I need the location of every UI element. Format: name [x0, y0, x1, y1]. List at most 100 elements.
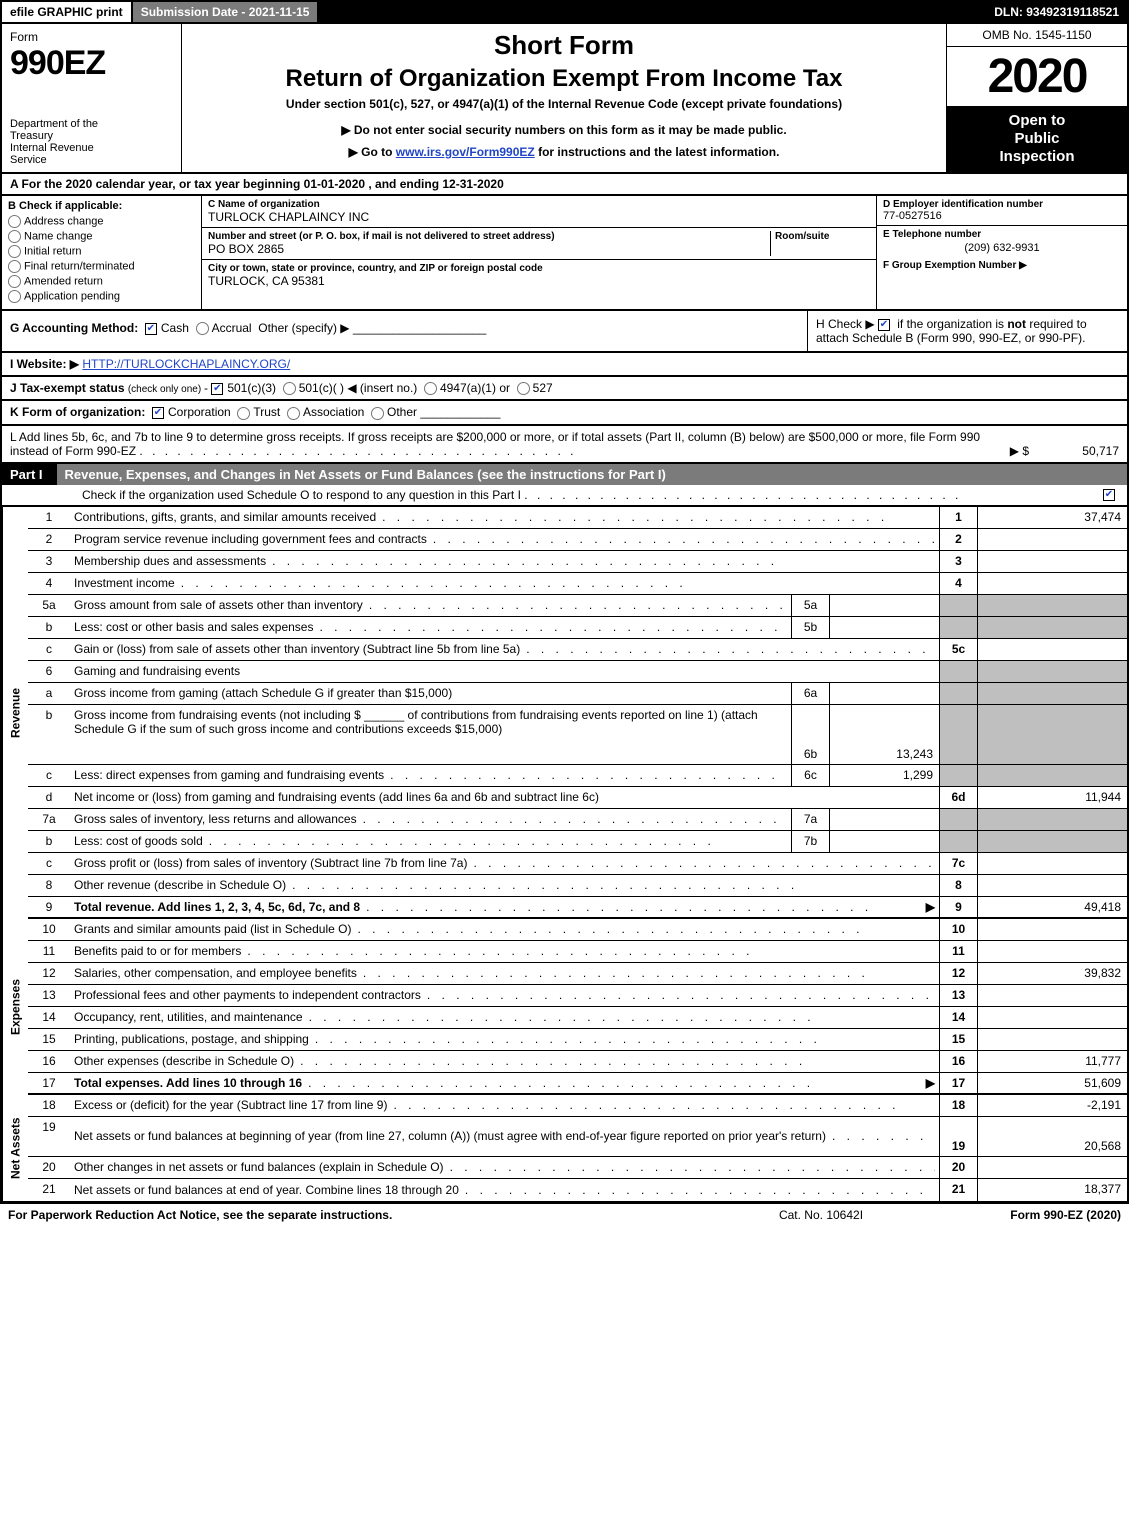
efile-print-button[interactable]: efile GRAPHIC print	[2, 2, 131, 22]
l3-num: 3	[28, 551, 70, 572]
l20-no: 20	[939, 1157, 977, 1178]
l5b-shade-v	[977, 617, 1127, 638]
l3-desc: Membership dues and assessments	[74, 554, 266, 568]
chk-4947[interactable]	[424, 382, 437, 395]
chk-name-change[interactable]: Name change	[8, 230, 195, 243]
chk-assoc[interactable]	[287, 407, 300, 420]
chk-cash[interactable]: ✔	[145, 323, 157, 335]
l6a-sv	[829, 683, 939, 704]
l6d-num: d	[28, 787, 70, 808]
l2-val	[977, 529, 1127, 550]
section-b: B Check if applicable: Address change Na…	[2, 196, 202, 309]
l2-num: 2	[28, 529, 70, 550]
c-street-cell: Number and street (or P. O. box, if mail…	[202, 228, 876, 260]
line-7a: 7a Gross sales of inventory, less return…	[28, 809, 1127, 831]
l10-num: 10	[28, 919, 70, 940]
l20-desc: Other changes in net assets or fund bala…	[74, 1160, 444, 1174]
form-number: 990EZ	[10, 44, 173, 83]
chk-initial-return[interactable]: Initial return	[8, 245, 195, 258]
l7a-shade-v	[977, 809, 1127, 830]
l15-val	[977, 1029, 1127, 1050]
chk-501c[interactable]	[283, 382, 296, 395]
dln: DLN: 93492319118521	[986, 2, 1127, 22]
l7c-no: 7c	[939, 853, 977, 874]
revenue-section: Revenue 1 Contributions, gifts, grants, …	[0, 507, 1129, 919]
dots: . . . . . . . . . . . . . . . . . . . . …	[387, 1098, 935, 1112]
l13-desc: Professional fees and other payments to …	[74, 988, 421, 1002]
dots: . . . . . . . . . . . . . . . . . . . . …	[241, 944, 935, 958]
line-6a: a Gross income from gaming (attach Sched…	[28, 683, 1127, 705]
chk-corp[interactable]: ✔	[152, 407, 164, 419]
chk-h[interactable]: ✔	[878, 319, 890, 331]
chk-application-pending[interactable]: Application pending	[8, 290, 195, 303]
l18-val: -2,191	[977, 1095, 1127, 1116]
l6c-shade	[939, 765, 977, 786]
line-6: 6 Gaming and fundraising events	[28, 661, 1127, 683]
c-city-cell: City or town, state or province, country…	[202, 260, 876, 291]
chk-527[interactable]	[517, 382, 530, 395]
chk-address-change[interactable]: Address change	[8, 215, 195, 228]
short-form-title: Short Form	[192, 30, 936, 61]
line-5c: c Gain or (loss) from sale of assets oth…	[28, 639, 1127, 661]
dots: . . . . . . . . . . . . . . . . . . . . …	[376, 510, 935, 524]
form-subtitle: Under section 501(c), 527, or 4947(a)(1)…	[192, 97, 936, 111]
l12-num: 12	[28, 963, 70, 984]
f-label: F Group Exemption Number ▶	[883, 260, 1121, 271]
dots: . . . . . . . . . . . . . . . . . . . . …	[266, 554, 935, 568]
line-5a: 5a Gross amount from sale of assets othe…	[28, 595, 1127, 617]
dots: . . . . . . . . . . . . . . . . . . . . …	[384, 768, 787, 782]
irs-link[interactable]: www.irs.gov/Form990EZ	[396, 145, 535, 159]
chk-schedule-o[interactable]: ✔	[1103, 489, 1115, 501]
l16-val: 11,777	[977, 1051, 1127, 1072]
h-text1: H Check ▶	[816, 317, 875, 331]
chk-amended-return[interactable]: Amended return	[8, 275, 195, 288]
footer-form-ref: Form 990-EZ (2020)	[921, 1208, 1121, 1222]
chk-accrual[interactable]	[196, 322, 209, 335]
l14-num: 14	[28, 1007, 70, 1028]
header-left: Form 990EZ Department of theTreasuryInte…	[2, 24, 182, 172]
line-6b: b Gross income from fundraising events (…	[28, 705, 1127, 765]
l6d-val: 11,944	[977, 787, 1127, 808]
l7b-num: b	[28, 831, 70, 852]
l12-val: 39,832	[977, 963, 1127, 984]
chk-trust[interactable]	[237, 407, 250, 420]
chk-final-return[interactable]: Final return/terminated	[8, 260, 195, 273]
j-small: (check only one)	[128, 384, 204, 395]
submission-date: Submission Date - 2021-11-15	[131, 2, 320, 22]
line-4: 4 Investment income. . . . . . . . . . .…	[28, 573, 1127, 595]
website-link[interactable]: HTTP://TURLOCKCHAPLAINCY.ORG/	[82, 357, 290, 371]
l-arrow: ▶ $	[1010, 444, 1029, 458]
dots: . . . . . . . . . . . . . . . . . . . . …	[286, 878, 935, 892]
goto-post: for instructions and the latest informat…	[535, 145, 780, 159]
section-bcdef: B Check if applicable: Address change Na…	[0, 196, 1129, 311]
line-20: 20 Other changes in net assets or fund b…	[28, 1157, 1127, 1179]
revenue-sidelabel: Revenue	[2, 507, 28, 919]
c-name-label: C Name of organization	[208, 199, 870, 210]
l6b-shade-v	[977, 705, 1127, 764]
l11-num: 11	[28, 941, 70, 962]
dots: . . . . . . . . . . . . . . . . . . . . …	[826, 1129, 935, 1143]
l9-val: 49,418	[977, 897, 1127, 917]
form-title: Return of Organization Exempt From Incom…	[192, 65, 936, 93]
l7a-shade	[939, 809, 977, 830]
l8-no: 8	[939, 875, 977, 896]
tax-year: 2020	[947, 47, 1127, 106]
e-label: E Telephone number	[883, 229, 1121, 240]
l12-desc: Salaries, other compensation, and employ…	[74, 966, 357, 980]
l5b-desc: Less: cost or other basis and sales expe…	[74, 620, 313, 634]
chk-501c3[interactable]: ✔	[211, 383, 223, 395]
l18-num: 18	[28, 1095, 70, 1116]
g-accounting-method: G Accounting Method: ✔Cash Accrual Other…	[2, 311, 807, 351]
l6c-num: c	[28, 765, 70, 786]
chk-other[interactable]	[371, 407, 384, 420]
l13-val	[977, 985, 1127, 1006]
c-name-cell: C Name of organization TURLOCK CHAPLAINC…	[202, 196, 876, 228]
d-ein: D Employer identification number 77-0527…	[877, 196, 1127, 226]
telephone-value: (209) 632-9931	[883, 242, 1121, 254]
l7b-desc: Less: cost of goods sold	[74, 834, 203, 848]
goto-pre: ▶ Go to	[349, 145, 396, 159]
l13-num: 13	[28, 985, 70, 1006]
dots: . . . . . . . . . . . . . . . . . . . . …	[203, 834, 787, 848]
l7a-num: 7a	[28, 809, 70, 830]
dots: . . . . . . . . . . . . . . . . . . . . …	[467, 856, 935, 870]
